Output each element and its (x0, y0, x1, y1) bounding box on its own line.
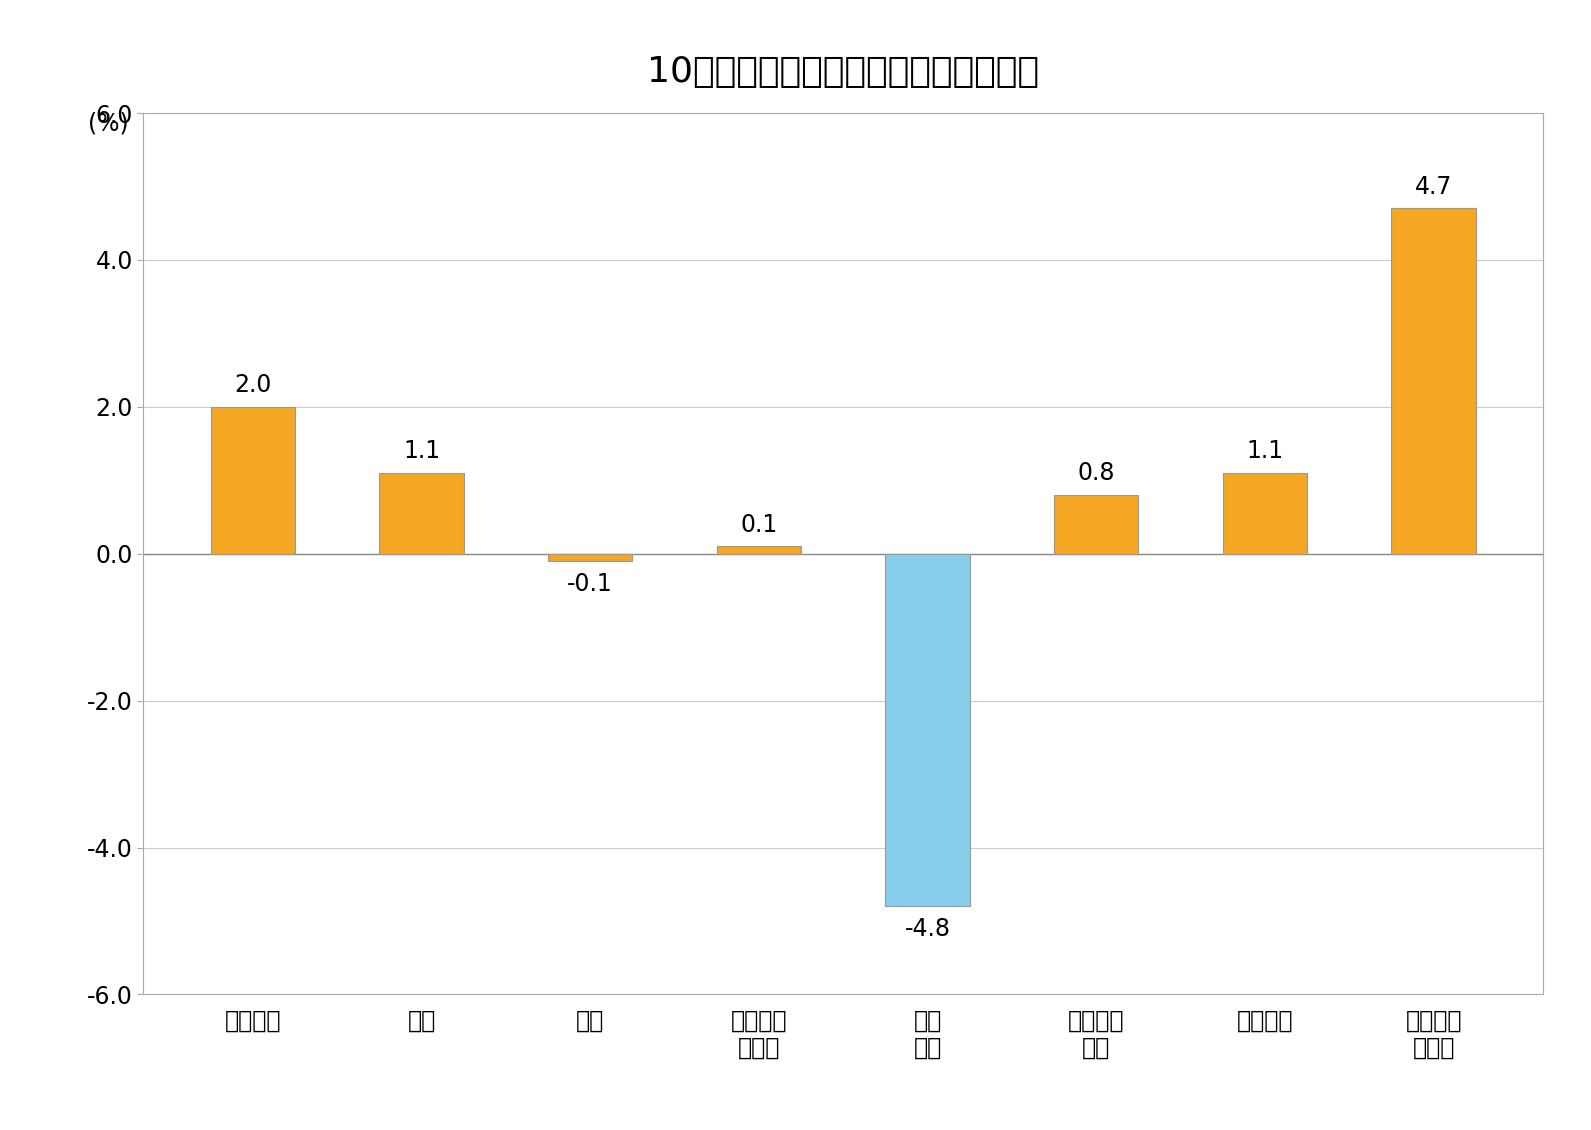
Text: 0.1: 0.1 (740, 513, 778, 537)
Bar (1392, 209, 1476, 554)
Text: 0.8: 0.8 (1077, 461, 1115, 486)
Text: 2.0: 2.0 (234, 373, 272, 398)
Bar (886, 554, 971, 906)
Text: -4.8: -4.8 (905, 918, 950, 941)
Bar (1055, 495, 1139, 554)
Text: 1.1: 1.1 (403, 440, 441, 463)
Text: (%): (%) (88, 112, 129, 136)
Bar (1223, 473, 1308, 554)
Text: -0.1: -0.1 (568, 572, 613, 596)
Text: 1.1: 1.1 (1246, 440, 1284, 463)
Bar (210, 407, 294, 554)
Bar (716, 547, 800, 554)
Bar (379, 473, 463, 554)
Text: 4.7: 4.7 (1414, 175, 1453, 199)
Title: 10月份居民消费价格分类别同比涨跌幅: 10月份居民消费价格分类别同比涨跌幅 (648, 55, 1039, 89)
Bar (547, 554, 632, 562)
